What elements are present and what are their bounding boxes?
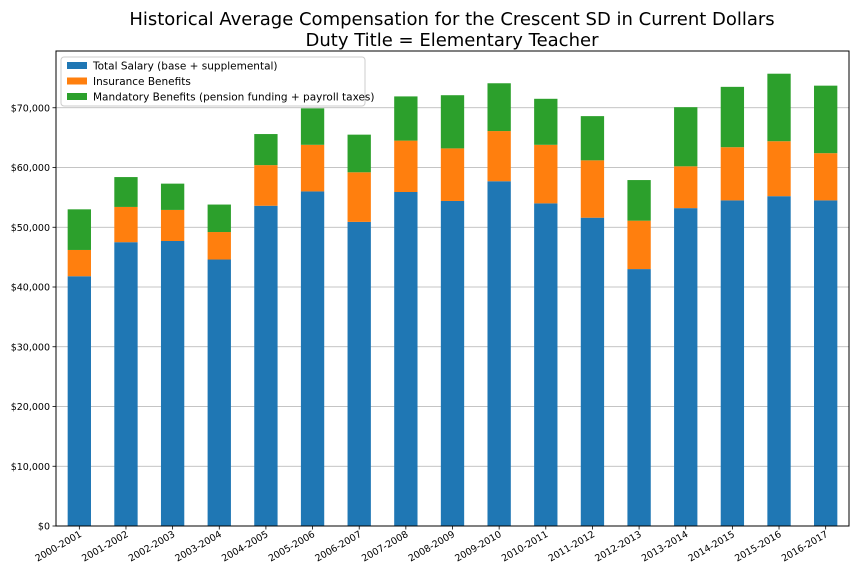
legend-swatch: [67, 77, 87, 85]
x-tick-label: 2014-2015: [687, 529, 737, 564]
y-tick-label: $50,000: [11, 223, 50, 234]
bar-segment-series-0: [394, 192, 418, 526]
bar-segment-series-0: [580, 217, 605, 526]
x-tick-label: 2004-2005: [220, 529, 270, 564]
bar-segment-series-1: [207, 232, 231, 260]
legend-swatch: [67, 62, 87, 69]
x-tick-label: 2007-2008: [360, 529, 410, 564]
bar-segment-series-2: [394, 96, 418, 141]
x-tick-label: 2001-2002: [80, 529, 130, 564]
x-tick-label: 2003-2004: [173, 529, 223, 564]
y-axis-ticks: $0 $10,000 $20,000 $30,000 $40,000 $50,000 $60…: [11, 103, 56, 533]
legend-swatch: [67, 93, 87, 100]
bar-segment-series-1: [394, 140, 418, 193]
y-tick-label: $40,000: [11, 283, 50, 294]
bar-segment-series-2: [674, 107, 698, 167]
chart-title-line-2: Duty Title = Elementary Teacher: [306, 30, 600, 51]
bars: [67, 73, 838, 527]
bar-segment-series-2: [627, 180, 651, 221]
bar-segment-series-1: [580, 160, 605, 218]
y-tick-label: $0: [38, 522, 50, 533]
legend-entry: Total Salary (base + supplemental): [92, 61, 278, 73]
bar-segment-series-0: [814, 200, 838, 526]
bar-segment-series-1: [254, 165, 278, 206]
bar-segment-series-0: [487, 181, 511, 526]
bar-segment-series-0: [67, 276, 91, 526]
bar-segment-series-1: [674, 166, 698, 209]
bar-segment-series-2: [160, 183, 185, 210]
bar-segment-series-1: [627, 220, 651, 270]
x-tick-label: 2005-2006: [267, 529, 317, 564]
x-tick-label: 2009-2010: [453, 529, 503, 564]
bar-segment-series-0: [674, 208, 698, 526]
bar-segment-series-1: [300, 144, 325, 192]
x-tick-label: 2015-2016: [733, 529, 783, 564]
bar-segment-series-0: [347, 221, 371, 527]
bar-segment-series-1: [347, 172, 371, 222]
bar-segment-series-2: [720, 86, 745, 148]
bar-segment-series-2: [580, 116, 605, 161]
y-tick-label: $10,000: [11, 462, 50, 473]
x-tick-label: 2002-2003: [127, 529, 177, 564]
x-tick-label: 2006-2007: [313, 529, 363, 564]
bar-segment-series-2: [300, 108, 325, 145]
bar-segment-series-0: [767, 196, 791, 527]
bar-segment-series-1: [767, 141, 791, 197]
bar-segment-series-0: [207, 259, 231, 526]
bar-segment-series-2: [114, 177, 138, 207]
y-tick-label: $20,000: [11, 402, 50, 413]
legend-entry: Insurance Benefits: [93, 76, 191, 88]
x-tick-label: 2012-2013: [593, 529, 643, 564]
bar-segment-series-2: [767, 73, 791, 142]
plot-frame: [55, 50, 850, 527]
bar-segment-series-1: [534, 144, 558, 204]
y-tick-label: $60,000: [11, 163, 50, 174]
bar-segment-series-2: [534, 98, 558, 145]
bar-segment-series-0: [534, 203, 558, 526]
x-tick-label: 2010-2011: [500, 529, 550, 564]
bar-segment-series-2: [207, 204, 231, 233]
bar-segment-series-1: [67, 249, 91, 277]
bar-segment-series-0: [160, 241, 185, 526]
bar-segment-series-1: [487, 131, 511, 182]
y-tick-label: $30,000: [11, 342, 50, 353]
x-tick-label: 2016-2017: [780, 529, 830, 564]
bar-segment-series-1: [114, 206, 138, 243]
bar-segment-series-2: [347, 134, 371, 173]
y-tick-label: $70,000: [11, 103, 50, 114]
bar-segment-series-0: [114, 242, 138, 527]
bar-segment-series-1: [160, 209, 185, 241]
chart-title-line-1: Historical Average Compensation for the …: [129, 9, 774, 30]
bar-segment-series-2: [814, 85, 838, 154]
legend-entry: Mandatory Benefits (pension funding + pa…: [93, 92, 375, 104]
bar-segment-series-1: [814, 153, 838, 201]
x-axis-ticks: 2000-20012001-20022002-20032003-20042004…: [33, 526, 830, 564]
bar-segment-series-0: [440, 200, 465, 526]
bar-segment-series-0: [627, 269, 651, 526]
legend: Total Salary (base + supplemental) Insura…: [60, 56, 375, 107]
bar-segment-series-0: [720, 200, 745, 526]
bar-segment-series-2: [67, 209, 91, 250]
x-tick-label: 2013-2014: [640, 529, 690, 564]
bar-segment-series-1: [720, 147, 745, 201]
bar-segment-series-1: [440, 148, 465, 201]
x-tick-label: 2011-2012: [547, 529, 597, 564]
x-tick-label: 2008-2009: [407, 529, 457, 564]
bar-segment-series-0: [254, 205, 278, 527]
x-tick-label: 2000-2001: [33, 529, 83, 564]
bar-segment-series-2: [440, 95, 465, 149]
bar-segment-series-2: [487, 83, 511, 132]
bar-segment-series-2: [254, 134, 278, 166]
legend-box: [60, 56, 366, 107]
bar-segment-series-0: [300, 191, 325, 526]
